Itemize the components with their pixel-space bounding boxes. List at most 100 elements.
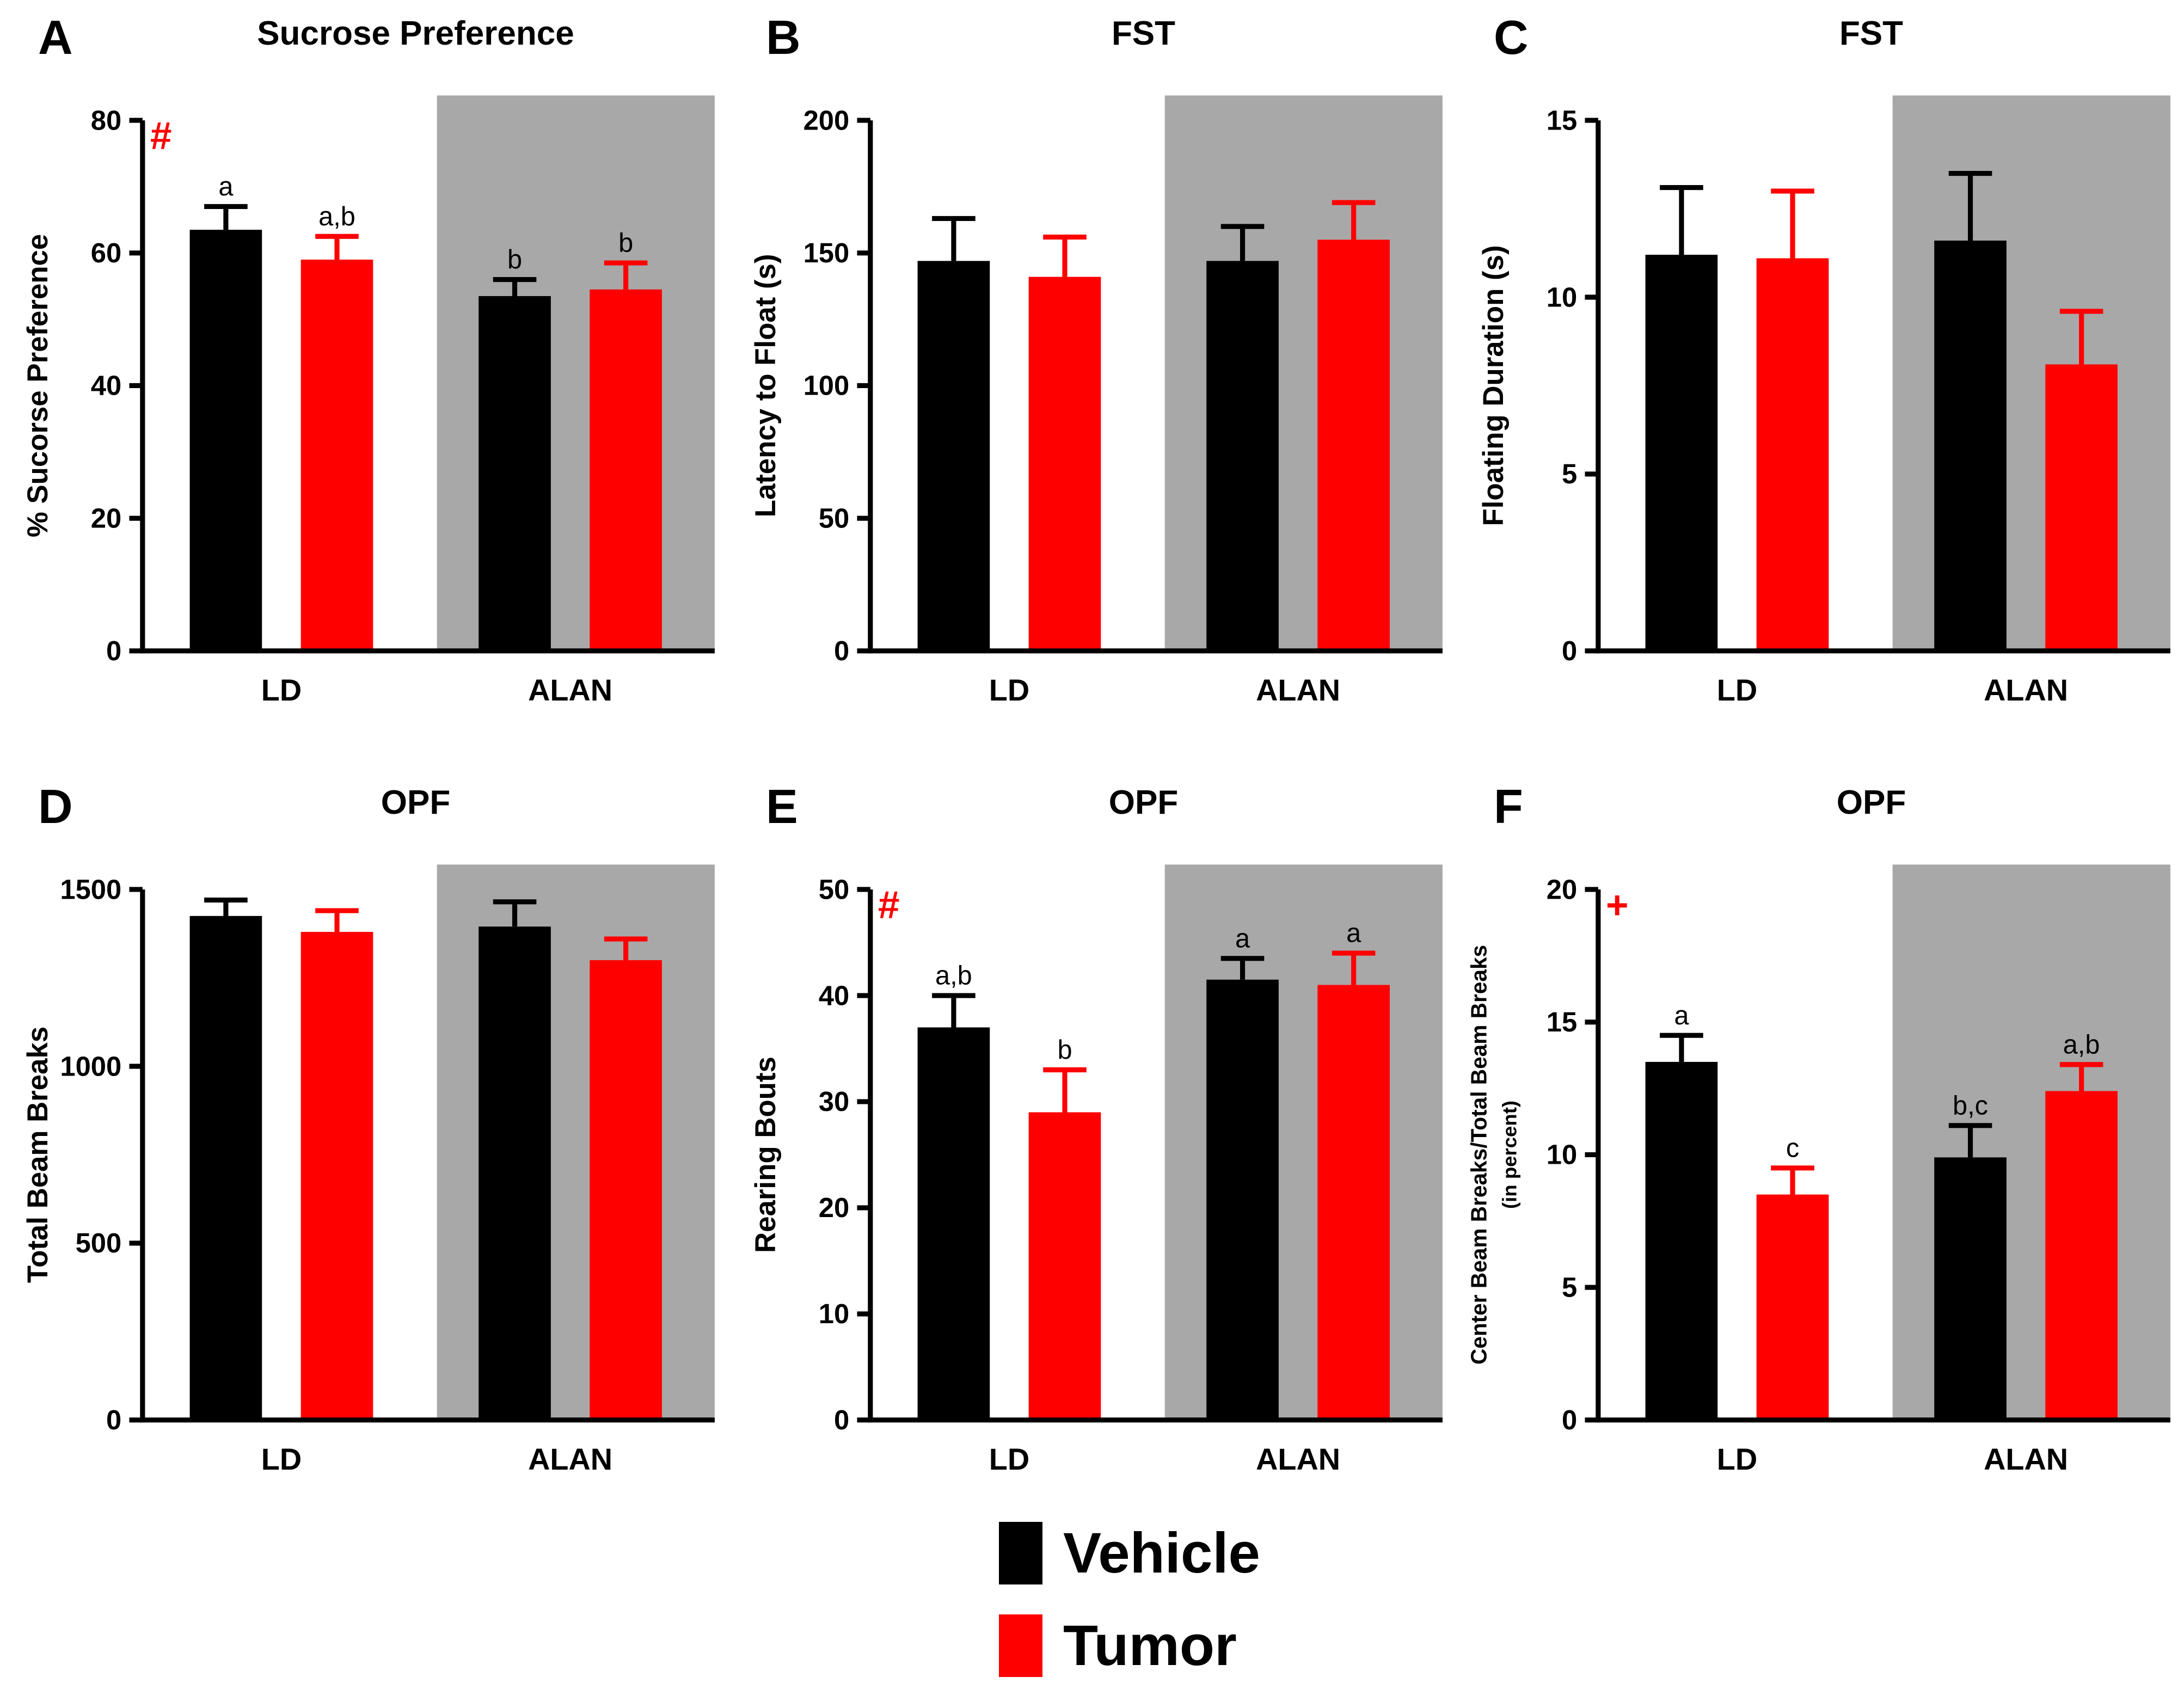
panel-b-header: B FST — [728, 14, 1456, 82]
panel-letter: A — [38, 10, 73, 64]
bar-tumor-ld — [300, 931, 373, 1420]
bar-tumor-alan — [1317, 985, 1390, 1420]
bar-tumor-ld — [300, 259, 373, 651]
bar-vehicle-alan — [1206, 979, 1279, 1420]
y-tick-label: 10 — [1547, 281, 1577, 312]
y-tick-label: 30 — [819, 1086, 849, 1117]
sig-letter: a — [1674, 1001, 1689, 1030]
opf-center-beam-breaks-bar-chart: a c b,c a,b 0 5 10 15 20 LD ALAN + Center Beam Break… — [1467, 864, 2170, 1476]
sig-letter: a,b — [2063, 1030, 2100, 1059]
bar-tumor-ld — [1028, 277, 1101, 651]
y-tick-label: 0 — [1562, 1404, 1577, 1435]
y-axis-label: % Sucorse Preference — [22, 234, 54, 537]
panel-c: C FST 0 5 10 15 LD ALAN Floating Duration (s) — [1456, 14, 2183, 723]
bar-vehicle-alan — [1934, 1157, 2007, 1420]
y-tick-label: 50 — [819, 874, 849, 905]
bar-vehicle-ld — [1645, 255, 1718, 651]
y-tick-label: 15 — [1547, 1006, 1577, 1037]
panel-f-header: F OPF — [1456, 782, 2183, 851]
y-tick-label: 0 — [834, 635, 849, 666]
y-tick-label: 20 — [1547, 874, 1577, 905]
panel-title: Sucrose Preference — [257, 15, 574, 52]
fst-floating-duration-bar-chart: 0 5 10 15 LD ALAN Floating Duration (s) — [1477, 95, 2170, 707]
category-label-alan: ALAN — [1256, 673, 1340, 707]
panel-d-header: D OPF — [0, 779, 728, 851]
panel-a-header: A Sucrose Preference — [0, 14, 728, 82]
bar-vehicle-alan — [478, 296, 551, 651]
y-axis-label: (in percent) — [1499, 1101, 1521, 1209]
panel-e: E OPF a,b b a a 0 10 20 30 40 50 LD ALAN # Rearing Bo… — [728, 782, 1456, 1492]
opf-rearing-bouts-bar-chart: a,b b a a 0 10 20 30 40 50 LD ALAN # Rearing Bouts — [750, 864, 1443, 1476]
y-tick-label: 40 — [91, 370, 121, 401]
significance-marker: # — [150, 115, 172, 158]
bar-vehicle-ld — [917, 1027, 990, 1420]
panel-e-header: E OPF — [728, 782, 1456, 851]
sig-letter: b — [1057, 1035, 1072, 1065]
legend: Vehicle Tumor — [999, 1521, 2184, 1677]
fst-latency-bar-chart: 0 50 100 150 200 LD ALAN Latency to Float (s) — [750, 95, 1443, 707]
category-label-ld: LD — [989, 1442, 1029, 1476]
vehicle-color-swatch — [999, 1521, 1042, 1584]
significance-marker: + — [1606, 884, 1629, 927]
bar-vehicle-ld — [1645, 1061, 1718, 1420]
tumor-color-swatch — [999, 1614, 1042, 1677]
y-tick-label: 15 — [1547, 105, 1577, 136]
opf-total-beam-breaks-bar-chart: 0 500 1000 1500 LD ALAN Total Beam Breaks — [22, 864, 715, 1476]
sig-letter: b — [507, 245, 522, 274]
bar-tumor-alan — [2045, 364, 2118, 651]
bar-tumor-alan — [2045, 1091, 2118, 1420]
category-label-alan: ALAN — [528, 673, 612, 707]
bar-tumor-alan — [590, 960, 662, 1420]
panel-title: FST — [1839, 15, 1904, 52]
panel-letter: B — [766, 10, 801, 64]
alan-shaded-region — [1892, 864, 2170, 1420]
y-tick-label: 20 — [91, 502, 121, 533]
y-tick-label: 0 — [1562, 635, 1577, 666]
bar-vehicle-alan — [1934, 241, 2007, 651]
category-label-ld: LD — [1717, 1442, 1757, 1476]
bar-tumor-alan — [590, 289, 662, 651]
panel-d: D OPF 0 500 1000 1500 LD ALAN Total Beam Break… — [0, 779, 728, 1492]
category-label-ld: LD — [261, 1442, 302, 1476]
category-label-alan: ALAN — [1984, 1442, 2068, 1476]
bar-vehicle-ld — [189, 916, 262, 1420]
y-tick-label: 60 — [91, 237, 121, 268]
panel-letter: D — [38, 779, 73, 833]
panel-title: FST — [1111, 15, 1176, 52]
y-tick-label: 100 — [803, 370, 850, 401]
y-tick-label: 5 — [1562, 1272, 1577, 1303]
sig-letter: b,c — [1953, 1091, 1988, 1120]
sig-letter: a,b — [935, 961, 972, 991]
legend-item-vehicle: Vehicle — [999, 1521, 2184, 1584]
y-tick-label: 40 — [819, 980, 849, 1011]
panel-f: F OPF a c b,c a,b 0 5 10 15 20 LD ALAN + Center Beam… — [1456, 782, 2183, 1492]
y-tick-label: 1000 — [60, 1051, 121, 1082]
bar-tumor-ld — [1756, 258, 1829, 651]
y-tick-label: 1500 — [60, 874, 121, 905]
alan-shaded-region — [1164, 95, 1443, 651]
y-axis-label: Center Beam Breaks/Total Beam Breaks — [1467, 945, 1492, 1365]
bar-tumor-ld — [1028, 1112, 1101, 1420]
category-label-alan: ALAN — [1256, 1442, 1340, 1476]
category-label-alan: ALAN — [1984, 673, 2068, 707]
bar-vehicle-ld — [917, 261, 990, 651]
panel-c-header: C FST — [1456, 14, 2183, 82]
y-tick-label: 500 — [76, 1227, 122, 1258]
sucrose-preference-bar-chart: a a,b b b 0 20 40 60 80 LD ALAN # % Sucorse Preferen… — [22, 95, 715, 707]
sig-letter: a — [218, 172, 234, 201]
sig-letter: a — [1235, 924, 1250, 953]
significance-marker: # — [878, 884, 900, 927]
panel-grid: A Sucrose Preference a a,b b b 0 20 40 60 80 LD AL… — [0, 14, 2183, 1492]
legend-item-tumor: Tumor — [999, 1614, 2184, 1677]
y-tick-label: 20 — [819, 1192, 849, 1223]
panel-title: OPF — [381, 783, 451, 821]
y-tick-label: 50 — [819, 502, 849, 533]
y-tick-label: 10 — [819, 1298, 849, 1329]
category-label-alan: ALAN — [528, 1442, 612, 1476]
panel-a: A Sucrose Preference a a,b b b 0 20 40 60 80 LD AL… — [0, 14, 728, 723]
sig-letter: a,b — [318, 202, 355, 231]
bar-tumor-ld — [1756, 1194, 1829, 1420]
sig-letter: c — [1786, 1133, 1799, 1163]
panel-b: B FST 0 50 100 150 200 LD ALAN Latency to Float… — [728, 14, 1456, 723]
